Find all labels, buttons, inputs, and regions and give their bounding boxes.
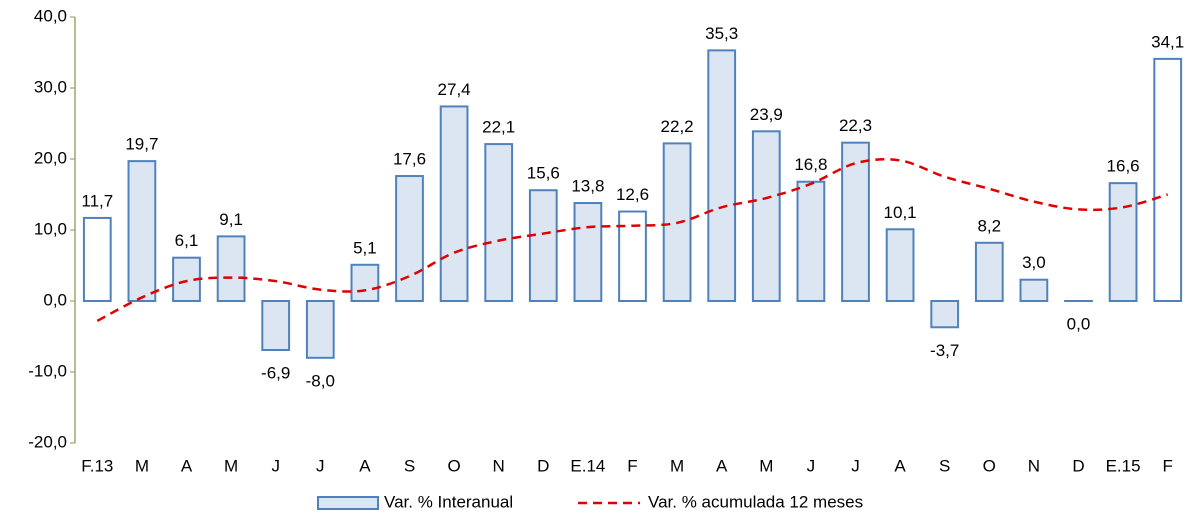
bar [708, 50, 735, 301]
value-label: 8,2 [977, 216, 1001, 235]
x-tick-label: J [807, 456, 816, 475]
x-tick-label: N [493, 456, 505, 475]
x-tick-label: O [983, 456, 996, 475]
bar [352, 265, 379, 301]
y-tick-label: 10,0 [34, 219, 67, 238]
x-tick-label: M [135, 456, 149, 475]
bar [798, 182, 825, 301]
y-tick-label: 0,0 [43, 290, 67, 309]
bar [485, 144, 512, 301]
x-tick-label: S [404, 456, 415, 475]
value-label: 5,1 [353, 238, 377, 257]
x-tick-label: D [537, 456, 549, 475]
bar [530, 190, 557, 301]
bar [84, 218, 111, 301]
value-label: 19,7 [125, 135, 158, 154]
bar [976, 243, 1003, 301]
bar [842, 143, 869, 301]
value-label: 10,1 [884, 203, 917, 222]
bar [887, 229, 914, 301]
bar [1110, 183, 1137, 301]
y-tick-label: 20,0 [34, 148, 67, 167]
x-tick-label: A [894, 456, 906, 475]
bar [396, 176, 423, 301]
value-label: 22,3 [839, 116, 872, 135]
value-label: 13,8 [571, 177, 604, 196]
value-label: -3,7 [930, 341, 959, 360]
value-label: 22,1 [482, 118, 515, 137]
bar [1154, 59, 1181, 301]
bar [307, 301, 334, 358]
value-label: 35,3 [705, 24, 738, 43]
x-tick-label: M [759, 456, 773, 475]
y-tick-label: -20,0 [28, 432, 67, 451]
x-tick-label: J [316, 456, 325, 475]
value-label: 12,6 [616, 185, 649, 204]
bar [931, 301, 958, 327]
value-label: 34,1 [1151, 32, 1184, 51]
legend-label: Var. % Interanual [384, 492, 513, 511]
value-label: 27,4 [438, 80, 471, 99]
value-label: 16,6 [1107, 157, 1140, 176]
x-tick-label: A [716, 456, 728, 475]
x-tick-label: M [670, 456, 684, 475]
x-tick-label: J [271, 456, 280, 475]
x-tick-label: D [1072, 456, 1084, 475]
value-label: 0,0 [1067, 314, 1091, 333]
value-label: 16,8 [794, 155, 827, 174]
legend-label: Var. % acumulada 12 meses [648, 492, 863, 511]
x-tick-label: F [627, 456, 637, 475]
value-label: 3,0 [1022, 253, 1046, 272]
bar [1021, 280, 1048, 301]
value-label: 11,7 [81, 191, 113, 210]
x-tick-label: M [224, 456, 238, 475]
x-tick-label: F.13 [81, 456, 113, 475]
x-tick-label: A [359, 456, 371, 475]
x-tick-label: J [851, 456, 860, 475]
x-tick-label: N [1028, 456, 1040, 475]
value-label: 15,6 [527, 164, 560, 183]
bar [218, 236, 245, 301]
value-label: 9,1 [219, 210, 243, 229]
value-label: 23,9 [750, 105, 783, 124]
x-tick-label: A [181, 456, 193, 475]
value-label: 6,1 [175, 231, 199, 250]
bar [753, 131, 780, 301]
legend-swatch [318, 497, 378, 509]
value-label: 17,6 [393, 150, 426, 169]
bar [441, 106, 468, 301]
bar [575, 203, 602, 301]
x-tick-label: E.14 [570, 456, 605, 475]
x-tick-label: E.15 [1106, 456, 1141, 475]
y-tick-label: -10,0 [28, 361, 67, 380]
bar [129, 161, 156, 301]
x-tick-label: S [939, 456, 950, 475]
value-label: -6,9 [261, 363, 290, 382]
x-tick-label: O [447, 456, 460, 475]
y-tick-label: 40,0 [34, 6, 67, 25]
x-tick-label: F [1163, 456, 1173, 475]
bar [262, 301, 289, 350]
y-tick-label: 30,0 [34, 77, 67, 96]
value-label: 22,2 [661, 117, 694, 136]
value-label: -8,0 [306, 371, 335, 390]
